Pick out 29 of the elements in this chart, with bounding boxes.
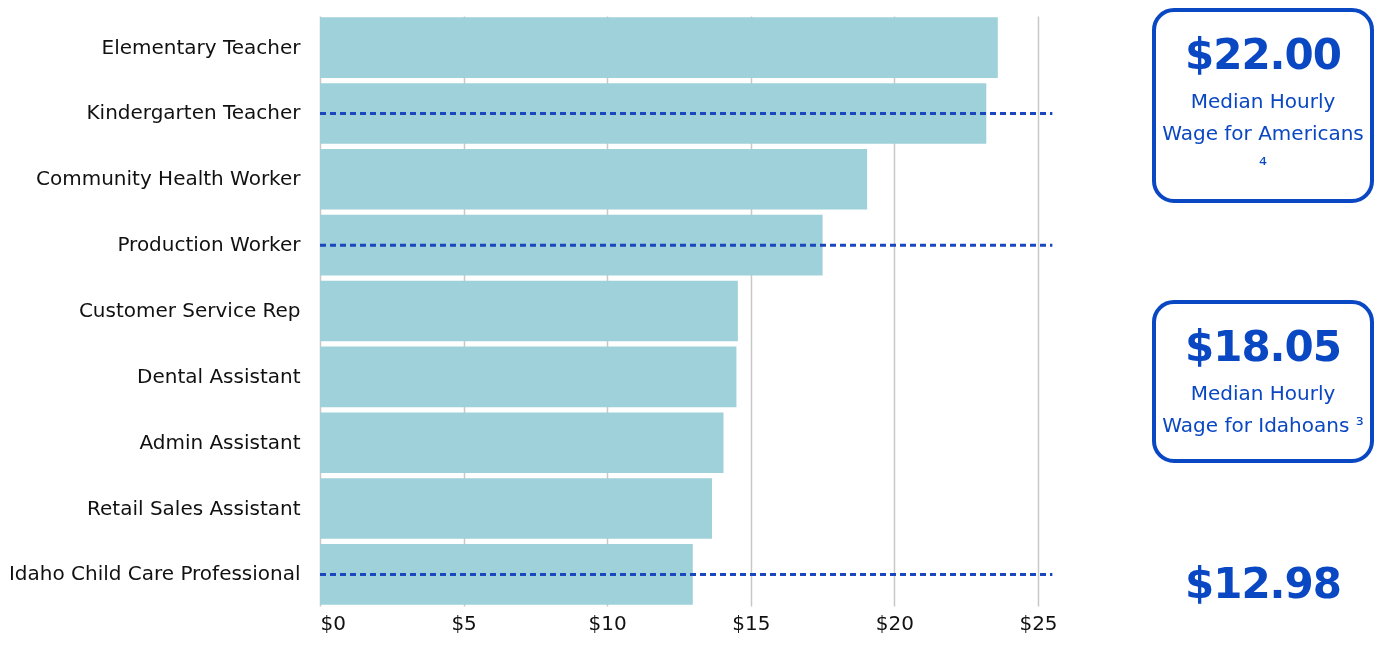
y-tick-label: Kindergarten Teacher	[86, 100, 302, 125]
y-tick-label: Retail Sales Assistant	[87, 495, 301, 520]
ref-line-label: $22.00	[1183, 30, 1343, 79]
x-tick-label: $20	[875, 611, 914, 636]
text-box: $18.05 Median Hourly Wage for Idahoans ³	[1152, 299, 1374, 463]
ref-line-label: $12.98	[1184, 559, 1342, 608]
bar	[320, 346, 737, 408]
bar	[320, 83, 987, 144]
x-tick-label: $15	[732, 611, 771, 636]
bar	[320, 149, 868, 210]
y-tick-label: Elementary Teacher	[101, 34, 302, 59]
bar	[320, 544, 693, 605]
x-tick-label: $10	[588, 611, 627, 636]
y-tick-label: Community Health Worker	[36, 166, 302, 191]
y-tick-label: Customer Service Rep	[78, 298, 301, 322]
y-tick-label: Production Worker	[117, 232, 302, 257]
x-tick-label: $5	[451, 611, 477, 636]
y-tick-label: Dental Assistant	[137, 363, 301, 388]
x-tick-label: $25	[1019, 611, 1058, 636]
x-tick-label: $0	[320, 611, 346, 636]
text-box: $22.00 Median Hourly Wage for Americans ⁴	[1152, 8, 1374, 203]
y-tick-label: Idaho Child Care Professional	[8, 561, 301, 586]
bar	[320, 214, 823, 276]
ref-line-label: $18.05	[1183, 321, 1343, 371]
y-tick-label: Admin Assistant	[139, 429, 301, 454]
bar	[320, 17, 998, 78]
bar	[320, 478, 713, 539]
bar	[320, 280, 738, 342]
bar	[320, 412, 724, 473]
